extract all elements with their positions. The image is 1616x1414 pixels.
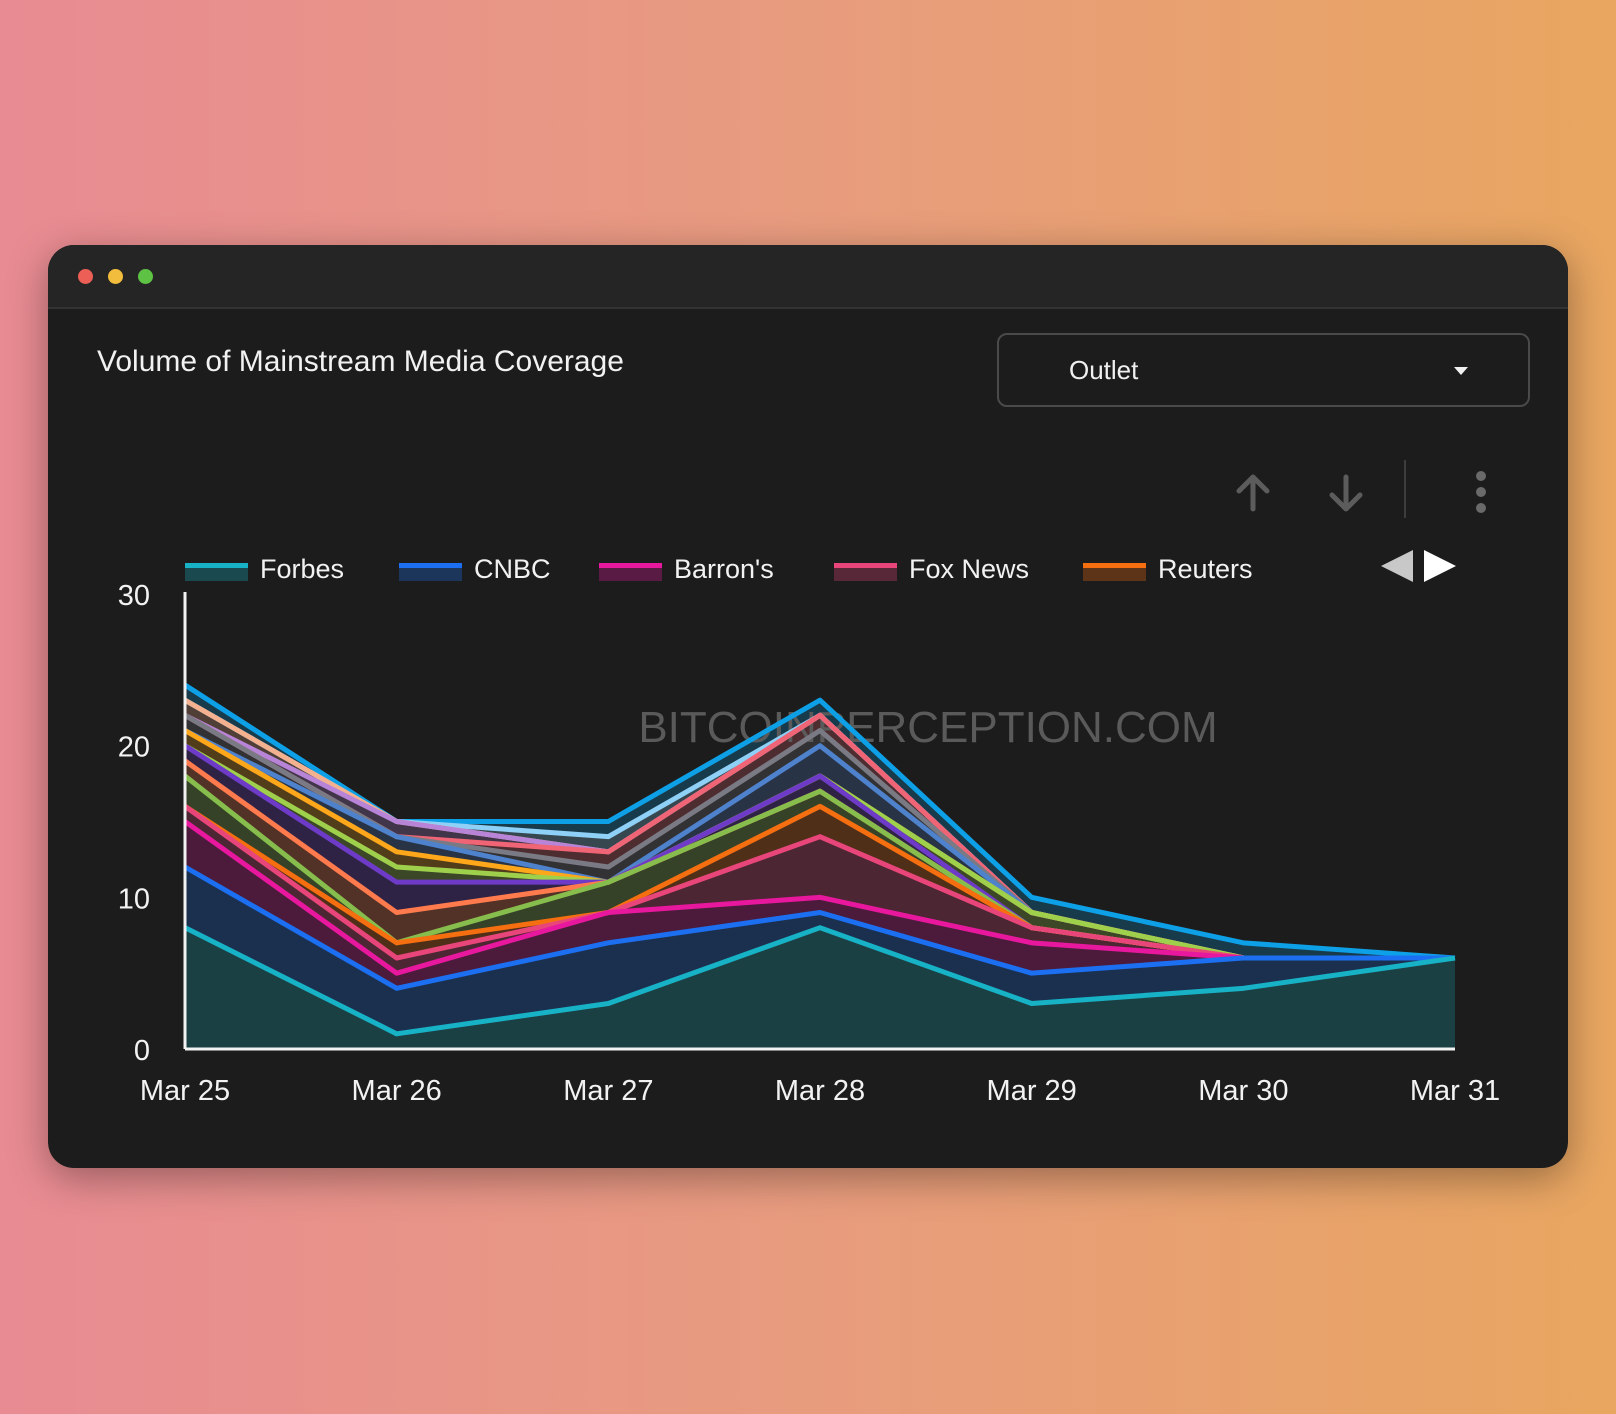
- series-area-6: [185, 760, 1455, 958]
- arrow-up-icon[interactable]: [1225, 465, 1281, 521]
- legend-label: Fox News: [909, 554, 1029, 584]
- x-tick-label: Mar 30: [1198, 1075, 1288, 1107]
- maximize-window-dot[interactable]: [138, 269, 153, 284]
- chevron-down-icon: [1454, 367, 1468, 375]
- legend-label: CNBC: [474, 554, 551, 584]
- triangle-left-icon[interactable]: [1381, 550, 1413, 582]
- more-vertical-icon[interactable]: [1453, 465, 1509, 521]
- y-tick-label: 10: [118, 883, 150, 915]
- y-tick-label: 20: [118, 732, 150, 764]
- chart-window: Volume of Mainstream Media Coverage Outl…: [48, 245, 1568, 1168]
- series-line-1: [183, 864, 1455, 991]
- x-tick-label: Mar 26: [352, 1075, 442, 1107]
- arrow-down-icon[interactable]: [1318, 465, 1374, 521]
- minimize-window-dot[interactable]: [108, 269, 123, 284]
- series-line-0: [183, 925, 1456, 1037]
- legend: Forbes CNBC Barron's Fox News Reuters: [185, 554, 1253, 584]
- legend-label: Forbes: [260, 554, 344, 584]
- x-tick-label: Mar 25: [140, 1075, 230, 1107]
- legend-swatch-line: [834, 563, 897, 568]
- x-tick-label: Mar 27: [563, 1075, 653, 1107]
- triangle-right-icon[interactable]: [1424, 550, 1456, 582]
- legend-label: Barron's: [674, 554, 774, 584]
- toolbar-divider: [1404, 460, 1406, 518]
- legend-swatch-line: [399, 563, 462, 568]
- legend-swatch-line: [1083, 563, 1146, 568]
- x-tick-label: Mar 31: [1410, 1075, 1500, 1107]
- series-area-13: [185, 715, 1455, 958]
- y-tick-label: 0: [134, 1035, 150, 1067]
- legend-swatch-line: [185, 563, 248, 568]
- close-window-dot[interactable]: [78, 269, 93, 284]
- series-lines: [183, 682, 1456, 1037]
- x-tick-label: Mar 29: [987, 1075, 1077, 1107]
- series-area-2: [185, 821, 1455, 989]
- legend-label: Reuters: [1158, 554, 1253, 584]
- chart-title: Volume of Mainstream Media Coverage: [97, 345, 624, 378]
- y-tick-label: 30: [118, 580, 150, 612]
- series-area-3: [185, 806, 1455, 974]
- series-area-7: [185, 745, 1455, 958]
- watermark-text: BITCOINPERCEPTION.COM: [638, 703, 1217, 752]
- legend-swatch-line: [599, 563, 662, 568]
- series-area-1: [185, 867, 1455, 1034]
- x-tick-label: Mar 28: [775, 1075, 865, 1107]
- outlet-dropdown[interactable]: Outlet: [997, 333, 1530, 407]
- window-titlebar: [48, 245, 1568, 309]
- outlet-dropdown-value: Outlet: [1069, 355, 1139, 385]
